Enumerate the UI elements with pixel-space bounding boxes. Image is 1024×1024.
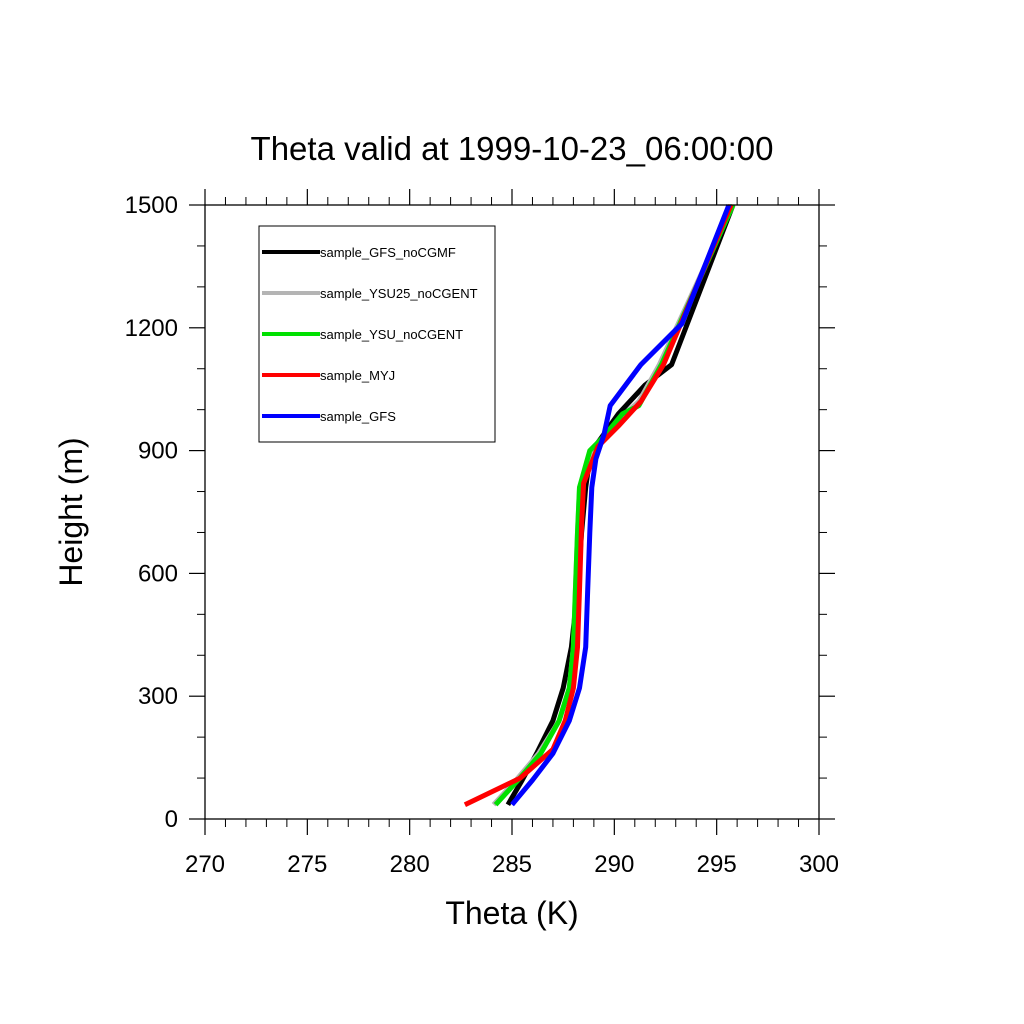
x-tick-label: 295 (697, 851, 737, 878)
y-tick-label: 1200 (125, 315, 178, 342)
x-tick-label: 290 (594, 851, 634, 878)
x-tick-label: 270 (185, 851, 225, 878)
legend-item: sample_MYJ (262, 368, 395, 383)
chart-title: Theta valid at 1999-10-23_06:00:00 (251, 130, 774, 167)
legend: sample_GFS_noCGMF sample_YSU25_noCGENTsam… (258, 225, 496, 443)
legend-item: sample_YSU25_noCGENT (262, 286, 478, 301)
tick-layer: 270 275 280 285 290 295 300 0 300 600 900 1200 1500 (125, 189, 839, 878)
x-axis-title: Theta (K) (445, 895, 578, 931)
x-tick-label: 300 (799, 851, 839, 878)
legend-label: sample_MYJ (320, 368, 395, 383)
legend-label: sample_GFS (320, 409, 396, 424)
legend-label: sample_YSU25_noCGENT (320, 286, 478, 301)
y-tick-label: 0 (165, 806, 178, 833)
x-tick-label: 280 (390, 851, 430, 878)
y-tick-label: 900 (138, 438, 178, 465)
y-tick-label: 300 (138, 683, 178, 710)
series-layer (463, 203, 736, 807)
legend-label: sample_YSU_noCGENT (320, 327, 463, 342)
legend-item: sample_GFS (262, 409, 396, 424)
series-line-sample-gfs-nocgmf (505, 204, 736, 806)
series-line-sample-gfs (510, 204, 732, 807)
x-tick-label: 285 (492, 851, 532, 878)
y-axis-title: Height (m) (53, 437, 89, 586)
legend-item: sample_GFS_noCGMF (262, 245, 456, 260)
x-tick-label: 275 (287, 851, 327, 878)
legend-label: sample_GFS_noCGMF (320, 245, 456, 260)
y-tick-label: 600 (138, 560, 178, 587)
y-tick-label: 1500 (125, 192, 178, 219)
legend-item: sample_YSU_noCGENT (262, 327, 463, 342)
